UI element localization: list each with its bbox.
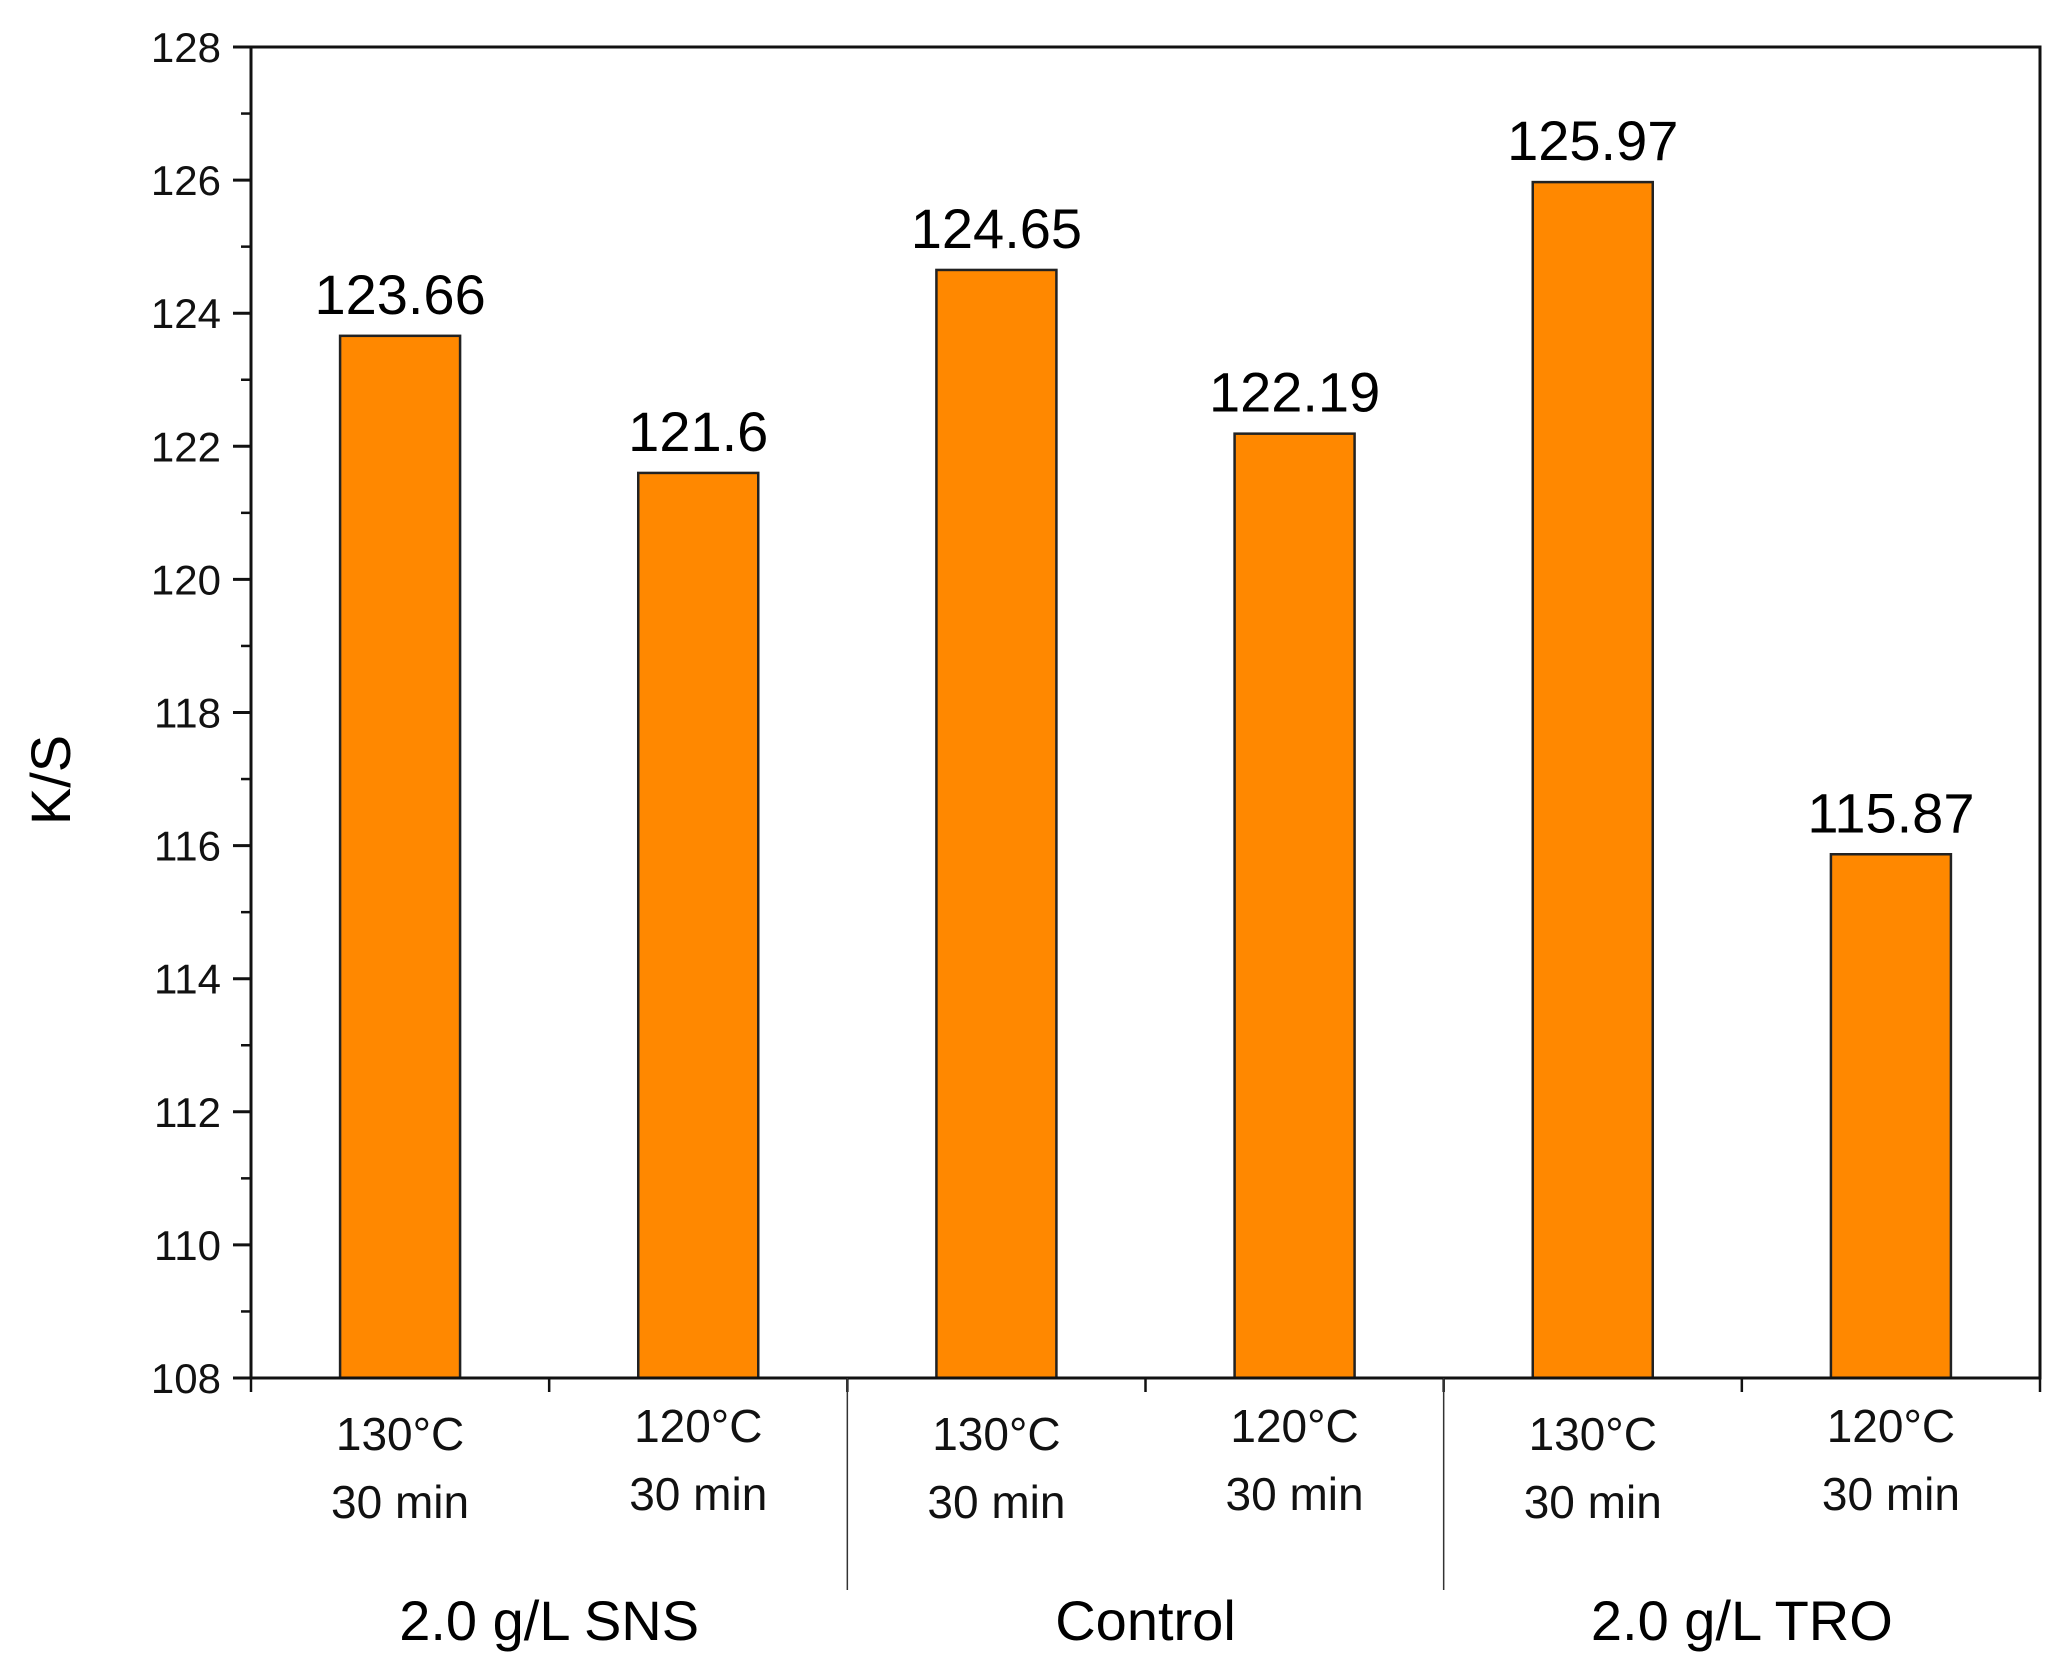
y-axis: 108 110 112 114 116 118 120 122 124 126 128: [151, 24, 251, 1402]
y-tick-label: 110: [154, 1222, 221, 1269]
category-label-line1: 130°C: [1529, 1408, 1657, 1460]
y-tick-label: 112: [154, 1089, 221, 1136]
y-tick-label: 124: [151, 290, 221, 337]
y-tick-label: 126: [151, 157, 221, 204]
category-label-line1: 120°C: [634, 1400, 762, 1452]
category-label-line2: 30 min: [331, 1476, 469, 1528]
bar-3: [935, 268, 1058, 1380]
data-labels: 123.66 121.6 124.65 122.19 125.97 115.87: [314, 109, 1974, 844]
y-tick-label: 118: [154, 690, 221, 737]
category-label-line1: 130°C: [336, 1408, 464, 1460]
y-tick-label: 114: [154, 956, 221, 1003]
bar-1: [338, 334, 462, 1380]
category-label-line2: 30 min: [1822, 1468, 1960, 1520]
data-label: 121.6: [628, 400, 768, 463]
y-tick-label: 108: [151, 1355, 221, 1402]
category-label-line1: 120°C: [1230, 1400, 1358, 1452]
category-label-line2: 30 min: [1524, 1476, 1662, 1528]
data-label: 122.19: [1209, 361, 1380, 424]
category-label-line1: 130°C: [932, 1408, 1060, 1460]
y-tick-label: 116: [154, 823, 221, 870]
category-label-line1: 120°C: [1827, 1400, 1955, 1452]
y-tick-label: 128: [151, 24, 221, 71]
y-axis-title: K/S: [19, 735, 82, 825]
data-label: 123.66: [314, 263, 485, 326]
category-label-line2: 30 min: [927, 1476, 1065, 1528]
y-tick-label: 120: [151, 556, 221, 603]
category-label-line2: 30 min: [1226, 1468, 1364, 1520]
plot-frame: [249, 45, 2042, 1380]
group-label: 2.0 g/L SNS: [399, 1589, 699, 1652]
group-label: 2.0 g/L TRO: [1591, 1589, 1893, 1652]
bars-layer: [338, 180, 1953, 1380]
data-label: 125.97: [1507, 109, 1678, 172]
group-label: Control: [1055, 1589, 1236, 1652]
bar-2: [637, 471, 760, 1380]
category-label-line2: 30 min: [629, 1468, 767, 1520]
bar-5: [1531, 180, 1654, 1380]
y-tick-label: 122: [151, 423, 221, 470]
x-axis: 130°C 30 min 120°C 30 min 130°C 30 min 120°C 30…: [249, 1378, 2042, 1652]
bar-6: [1829, 853, 1953, 1380]
data-label: 115.87: [1807, 781, 1974, 844]
bar-4: [1233, 432, 1356, 1380]
data-label: 124.65: [911, 197, 1082, 260]
